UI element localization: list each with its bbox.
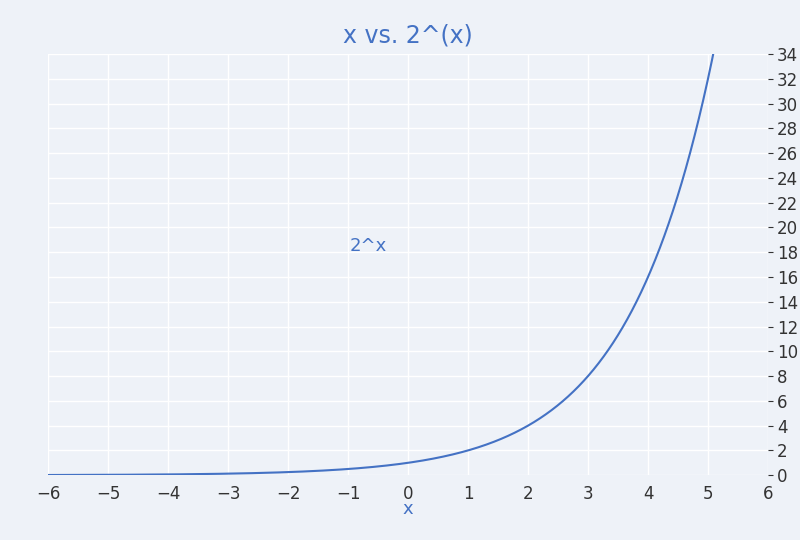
- Title: x vs. 2^(x): x vs. 2^(x): [343, 24, 473, 48]
- Text: 2^x: 2^x: [350, 237, 387, 255]
- X-axis label: x: x: [402, 501, 414, 518]
